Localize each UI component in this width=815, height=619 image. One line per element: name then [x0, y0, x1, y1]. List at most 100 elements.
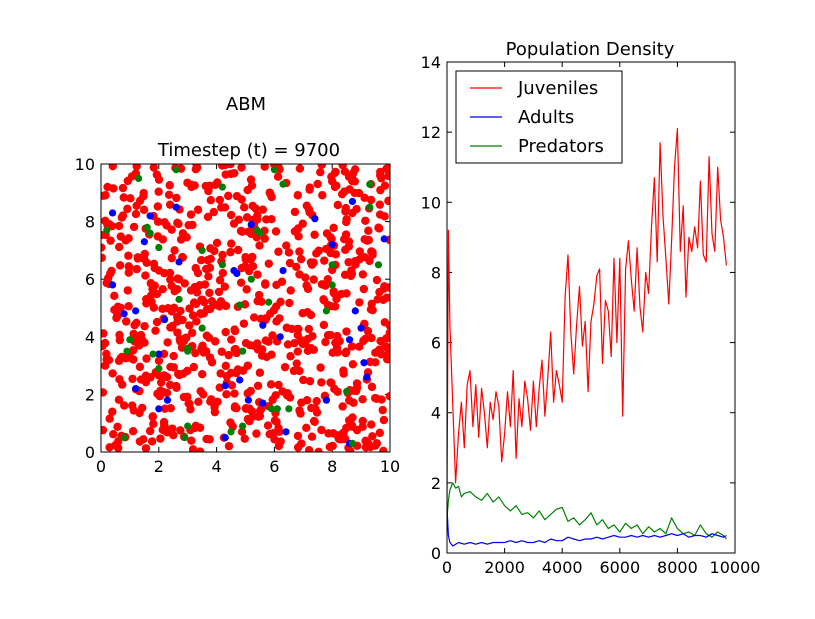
juvenile-point	[239, 203, 249, 212]
juvenile-point	[232, 368, 241, 378]
juvenile-point	[309, 275, 318, 284]
juvenile-point	[142, 299, 151, 308]
predator-point	[366, 180, 374, 188]
juvenile-point	[344, 242, 354, 251]
abm-xtick-label: 2	[154, 457, 164, 476]
predator-point	[247, 275, 255, 283]
juvenile-point	[101, 253, 106, 262]
juvenile-point	[154, 356, 164, 365]
juvenile-point	[115, 261, 125, 270]
juvenile-point	[132, 318, 141, 328]
abm-xtick-label: 0	[96, 457, 106, 476]
juvenile-point	[170, 287, 179, 296]
predator-point	[239, 347, 247, 355]
juvenile-point	[366, 305, 376, 314]
juvenile-point	[355, 342, 364, 351]
juvenile-point	[245, 404, 254, 413]
adult-point	[175, 258, 183, 266]
juvenile-point	[361, 436, 370, 446]
juvenile-point	[244, 266, 254, 276]
juvenile-point	[123, 286, 132, 295]
juvenile-point	[129, 406, 139, 415]
abm-xtick-label: 6	[269, 457, 279, 476]
juvenile-point	[348, 208, 357, 218]
juvenile-point	[115, 375, 124, 384]
juvenile-point	[224, 350, 233, 360]
juvenile-point	[274, 441, 284, 451]
juvenile-point	[329, 287, 338, 296]
predator-point	[155, 364, 163, 373]
adult-point	[322, 396, 331, 404]
juvenile-point	[334, 434, 344, 444]
juvenile-point	[331, 250, 340, 259]
juvenile-point	[221, 361, 231, 371]
predator-point	[227, 428, 235, 436]
juvenile-point	[139, 205, 149, 215]
right-title: Population Density	[506, 39, 675, 60]
juvenile-point	[344, 257, 353, 267]
juvenile-point	[252, 429, 261, 438]
juvenile-point	[198, 370, 207, 379]
juvenile-point	[115, 330, 124, 340]
juvenile-point	[264, 259, 274, 268]
juvenile-point	[380, 181, 390, 190]
juvenile-point	[304, 205, 314, 214]
juvenile-point	[202, 305, 212, 314]
juvenile-point	[312, 408, 322, 417]
juvenile-point	[317, 164, 326, 169]
juvenile-point	[124, 234, 133, 243]
predator-point	[285, 405, 293, 413]
adult-point	[311, 215, 319, 223]
density-xtick-label: 8000	[657, 558, 698, 577]
predator-point	[253, 226, 261, 234]
juvenile-point	[292, 262, 301, 272]
juvenile-point	[199, 390, 208, 399]
adult-point	[259, 399, 267, 407]
juvenile-point	[304, 446, 314, 452]
juvenile-point	[105, 414, 114, 423]
juvenile-point	[340, 234, 349, 244]
adult-point	[120, 310, 128, 318]
juvenile-point	[299, 375, 308, 385]
juvenile-point	[142, 354, 151, 363]
juvenile-point	[383, 355, 390, 364]
juvenile-point	[189, 362, 198, 372]
juvenile-point	[352, 425, 362, 435]
juvenile-point	[240, 434, 249, 443]
juvenile-point	[162, 221, 171, 230]
juvenile-point	[285, 258, 295, 268]
predator-point	[184, 422, 192, 430]
juvenile-point	[253, 339, 262, 348]
juvenile-point	[341, 207, 350, 216]
juvenile-point	[198, 295, 207, 304]
juvenile-point	[317, 378, 326, 387]
abm-ytick-label: 4	[85, 328, 95, 347]
adult-point	[140, 238, 148, 246]
juvenile-point	[166, 275, 175, 284]
adult-point	[108, 281, 117, 289]
juvenile-point	[160, 404, 170, 413]
juvenile-point	[354, 188, 364, 198]
juvenile-point	[248, 201, 257, 211]
juvenile-point	[109, 184, 118, 193]
adult-point	[132, 307, 140, 315]
juvenile-point	[292, 359, 301, 368]
juvenile-point	[149, 419, 158, 429]
juvenile-point	[132, 264, 141, 274]
juvenile-point	[160, 426, 170, 435]
density-ytick-label: 0	[431, 544, 441, 563]
juvenile-point	[349, 398, 358, 407]
abm-ytick-label: 10	[75, 155, 95, 174]
juvenile-point	[116, 303, 125, 313]
juvenile-point	[342, 423, 351, 433]
juvenile-point	[274, 247, 283, 256]
juvenile-point	[102, 349, 111, 359]
legend: Juveniles Adults Predators	[455, 70, 623, 164]
predator-point	[218, 183, 226, 191]
juvenile-point	[346, 271, 356, 281]
juvenile-point	[123, 176, 132, 186]
juvenile-point	[136, 375, 146, 384]
juvenile-point	[131, 209, 141, 219]
juvenile-point	[132, 201, 141, 211]
population-density-plot: 0 2000 4000 6000 8000 10000 0 2 4 6 8 10 12 14 Juvenil…	[421, 53, 761, 577]
